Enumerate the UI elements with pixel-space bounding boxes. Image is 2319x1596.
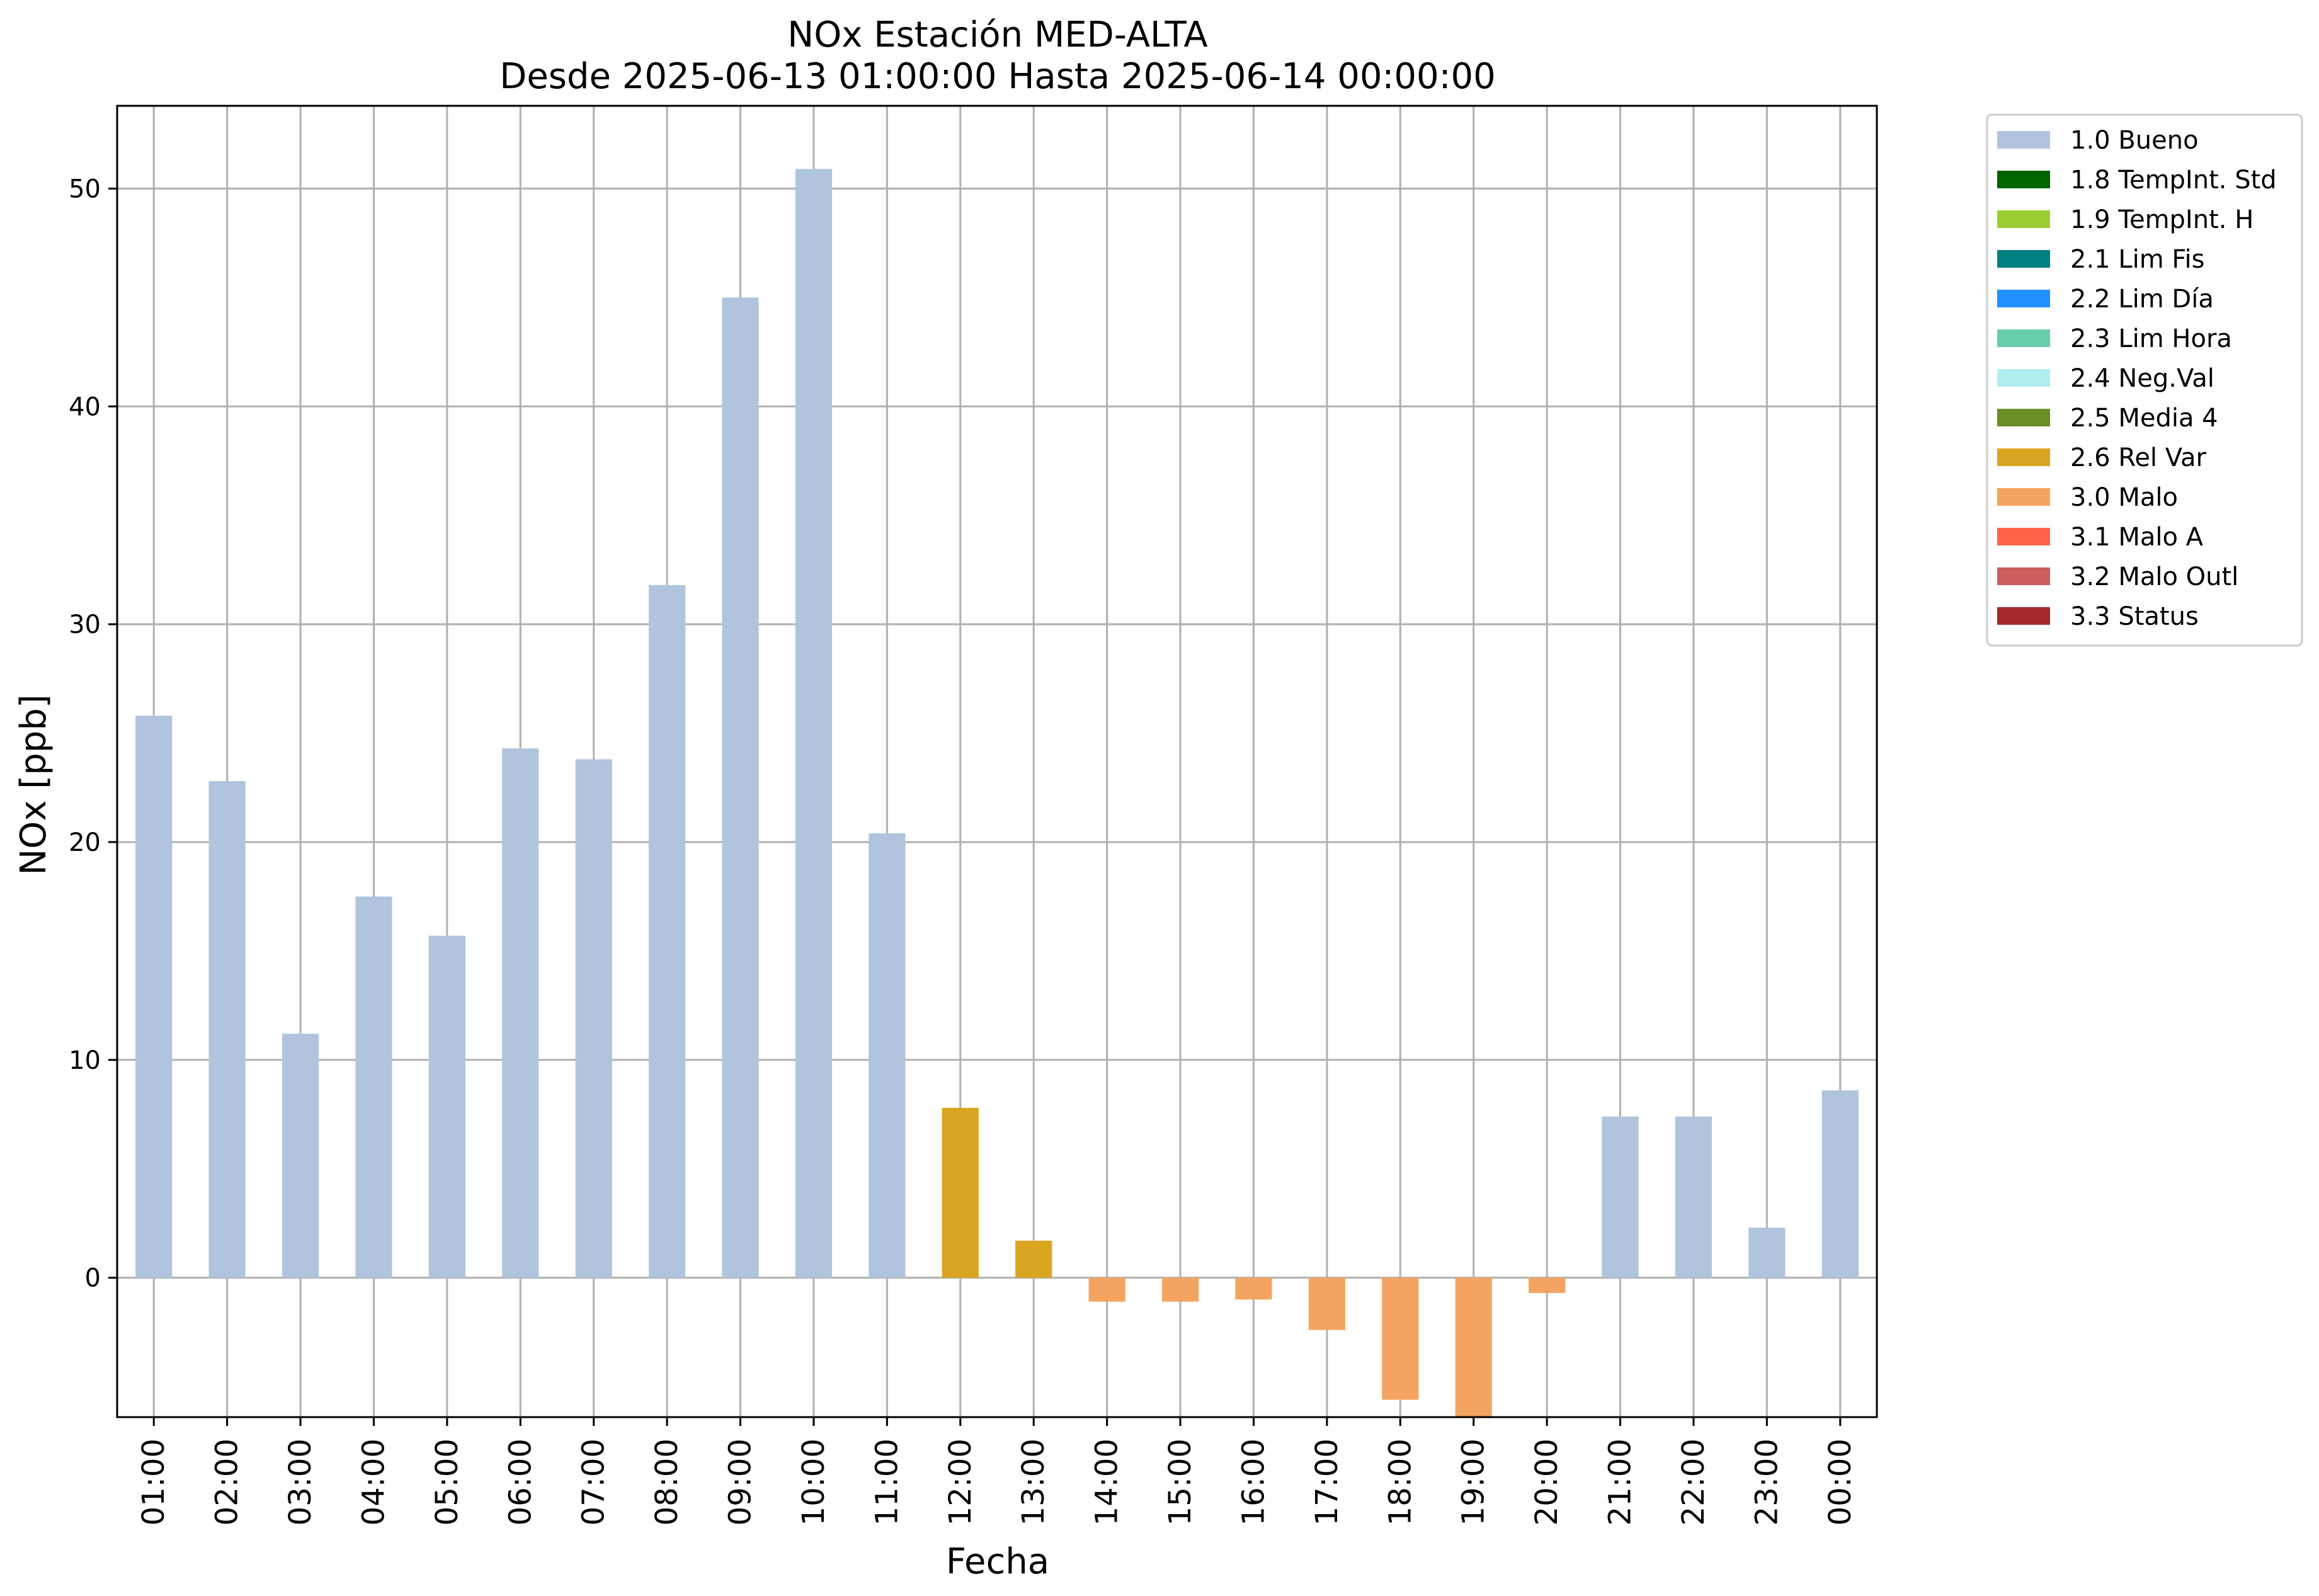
bar-0600	[502, 748, 539, 1278]
bar-0700	[575, 759, 612, 1278]
y-tick-label: 20	[69, 828, 101, 857]
bar-2000	[1529, 1277, 1566, 1293]
bar-1600	[1235, 1277, 1272, 1300]
bar-1200	[942, 1107, 979, 1278]
bar-1100	[869, 833, 906, 1278]
chart-subtitle: Desde 2025-06-13 01:00:00 Hasta 2025-06-…	[499, 56, 1496, 97]
y-axis-label: NOx [ppb]	[13, 694, 54, 875]
bar-1400	[1088, 1277, 1125, 1302]
legend-label: 3.0 Malo	[2070, 483, 2178, 512]
x-tick-label: 17:00	[1309, 1439, 1345, 1525]
legend-label: 1.8 TempInt. Std	[2070, 166, 2277, 195]
bar-1700	[1308, 1277, 1345, 1330]
legend-label: 3.1 Malo A	[2070, 523, 2204, 552]
y-tick-label: 0	[85, 1264, 101, 1293]
bar-0300	[282, 1034, 319, 1278]
bar-2200	[1675, 1116, 1712, 1278]
y-tick-label: 50	[69, 174, 101, 203]
bar-0900	[722, 297, 759, 1278]
legend-swatch	[1997, 409, 2050, 426]
bar-0800	[649, 584, 686, 1278]
legend-label: 3.2 Malo Outl	[2070, 562, 2238, 591]
bar-0500	[428, 935, 465, 1278]
legend-swatch	[1997, 488, 2050, 506]
legend-label: 3.3 Status	[2070, 602, 2199, 631]
legend-label: 2.4 Neg.Val	[2070, 364, 2214, 393]
bar-0000	[1821, 1090, 1859, 1278]
x-tick-label: 10:00	[796, 1439, 831, 1525]
legend-swatch	[1997, 131, 2050, 149]
legend-swatch	[1997, 369, 2050, 387]
bar-1800	[1382, 1277, 1419, 1400]
bar-2300	[1748, 1228, 1786, 1278]
x-tick-label: 23:00	[1749, 1439, 1784, 1525]
legend-swatch	[1997, 567, 2050, 585]
legend-label: 2.5 Media 4	[2070, 404, 2218, 433]
x-axis-label: Fecha	[946, 1541, 1049, 1582]
x-tick-label: 09:00	[723, 1439, 758, 1525]
y-tick-label: 10	[69, 1046, 101, 1075]
x-tick-label: 18:00	[1382, 1439, 1418, 1525]
bar-0100	[135, 715, 173, 1278]
x-tick-label: 00:00	[1823, 1439, 1858, 1525]
x-tick-label: 13:00	[1016, 1439, 1051, 1525]
legend-swatch	[1997, 290, 2050, 307]
legend-swatch	[1997, 448, 2050, 466]
x-tick-label: 20:00	[1529, 1439, 1564, 1525]
x-tick-label: 05:00	[430, 1439, 465, 1525]
y-tick-label: 30	[69, 610, 101, 639]
bar-2100	[1602, 1116, 1639, 1278]
x-tick-label: 16:00	[1236, 1439, 1271, 1525]
legend-swatch	[1997, 171, 2050, 188]
bar-1000	[795, 169, 833, 1278]
x-tick-label: 19:00	[1456, 1439, 1491, 1525]
legend-box	[1986, 113, 2303, 647]
legend-label: 2.1 Lim Fis	[2070, 245, 2204, 274]
x-tick-label: 22:00	[1676, 1439, 1711, 1525]
legend-label: 1.0 Bueno	[2070, 126, 2199, 155]
legend-swatch	[1997, 250, 2050, 268]
x-tick-label: 21:00	[1603, 1439, 1638, 1525]
bar-1300	[1015, 1240, 1052, 1278]
legend-swatch	[1997, 607, 2050, 625]
legend-swatch	[1997, 210, 2050, 228]
x-tick-label: 11:00	[869, 1439, 904, 1525]
x-tick-label: 12:00	[943, 1439, 978, 1525]
legend-label: 2.6 Rel Var	[2070, 443, 2207, 472]
x-tick-label: 07:00	[576, 1439, 612, 1525]
x-tick-label: 15:00	[1163, 1439, 1198, 1525]
x-tick-label: 03:00	[283, 1439, 318, 1525]
x-tick-label: 01:00	[136, 1439, 171, 1525]
bar-1500	[1161, 1277, 1199, 1302]
legend-label: 2.2 Lim Día	[2070, 285, 2214, 314]
legend-swatch	[1997, 329, 2050, 347]
axis-ticks: 0 10 20 30 40 50 01:00 02:00 03:00 04:00 05:00 06:0…	[69, 174, 1858, 1525]
x-tick-label: 14:00	[1090, 1439, 1125, 1525]
plot-area-frame	[116, 105, 1878, 1418]
bar-1900	[1455, 1277, 1492, 1417]
legend-swatch	[1997, 528, 2050, 545]
bars	[135, 169, 1859, 1417]
chart-title: NOx Estación MED-ALTA	[787, 14, 1207, 55]
bar-0400	[355, 896, 392, 1278]
legend-label: 2.3 Lim Hora	[2070, 324, 2232, 353]
x-tick-label: 08:00	[649, 1439, 685, 1525]
x-tick-label: 04:00	[356, 1439, 391, 1525]
legend-label: 1.9 TempInt. H	[2070, 205, 2253, 234]
legend: 1.0 Bueno 1.8 TempInt. Std 1.9 TempInt. H 2…	[1986, 113, 2303, 647]
x-tick-label: 02:00	[210, 1439, 245, 1525]
y-tick-label: 40	[69, 392, 101, 421]
bar-0200	[208, 781, 246, 1278]
x-tick-label: 06:00	[503, 1439, 538, 1525]
